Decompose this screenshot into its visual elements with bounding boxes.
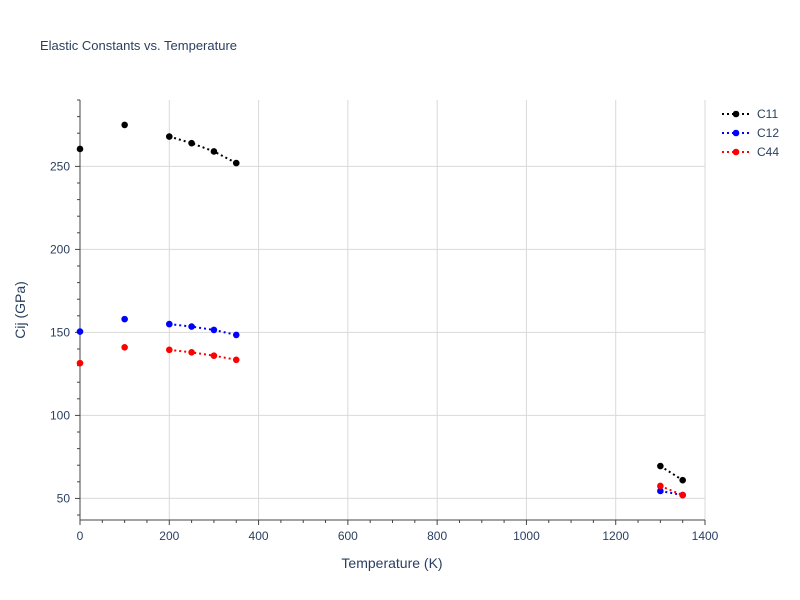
data-point-c11[interactable] [210, 148, 218, 155]
x-tick-label: 200 [159, 529, 179, 543]
data-point-c12[interactable] [188, 323, 195, 330]
series-line-c12 [660, 489, 683, 497]
y-tick-label: 100 [50, 408, 70, 422]
x-tick-label: 1400 [692, 529, 719, 543]
legend-label: C12 [757, 126, 779, 140]
legend-marker [732, 129, 740, 137]
series-c11 [76, 121, 686, 484]
x-tick-label: 800 [427, 529, 447, 543]
data-point-c44[interactable] [210, 352, 218, 359]
data-point-c11[interactable] [657, 462, 664, 470]
x-tick-label: 0 [77, 529, 84, 543]
legend-item-c44[interactable]: C44 [722, 145, 779, 159]
x-tick-label: 1200 [602, 529, 629, 543]
legend-label: C44 [757, 145, 779, 159]
gridlines [80, 100, 706, 520]
data-point-c12[interactable] [210, 326, 218, 334]
data-point-c12[interactable] [232, 331, 240, 339]
legend-marker [732, 110, 740, 118]
x-tick-label: 600 [338, 529, 358, 543]
y-tick-label: 150 [50, 325, 70, 339]
y-tick-label: 50 [57, 491, 71, 505]
y-tick-label: 200 [50, 242, 70, 256]
data-point-c12[interactable] [76, 328, 84, 335]
series-line-c11 [169, 135, 237, 164]
data-point-c44[interactable] [188, 349, 195, 356]
data-point-c12[interactable] [121, 315, 128, 323]
data-point-c11[interactable] [165, 133, 173, 140]
data-point-c44[interactable] [679, 491, 686, 499]
data-point-c44[interactable] [232, 356, 240, 364]
y-axis-title: Cij (GPa) [12, 281, 28, 339]
legend-item-c11[interactable]: C11 [722, 107, 778, 121]
data-point-c44[interactable] [76, 359, 84, 367]
series-c44 [76, 344, 686, 499]
data-point-c12[interactable] [165, 320, 173, 328]
legend-marker [732, 148, 740, 156]
x-tick-label: 400 [249, 529, 269, 543]
data-point-c11[interactable] [188, 139, 195, 147]
x-axis-title: Temperature (K) [341, 555, 442, 571]
data-point-c11[interactable] [76, 145, 84, 153]
series-line-c44 [659, 485, 684, 497]
data-point-c11[interactable] [121, 121, 128, 129]
series-line-c11 [659, 465, 684, 482]
data-point-c44[interactable] [121, 344, 128, 351]
series-c12 [76, 315, 686, 499]
legend: C11 C12 C44 [722, 107, 779, 159]
axes: 50 100 150 200 250 0 200 400 600 800 1000 1200 1400 [50, 99, 719, 543]
data-point-c12[interactable] [657, 487, 664, 495]
x-tick-label: 1000 [513, 529, 540, 543]
data-point-c44[interactable] [165, 346, 173, 354]
series-line-c44 [169, 348, 237, 361]
y-tick-label: 250 [50, 159, 70, 173]
chart-title: Elastic Constants vs. Temperature [40, 38, 237, 53]
legend-label: C11 [757, 107, 778, 121]
data-point-c11[interactable] [679, 476, 686, 484]
data-point-c11[interactable] [232, 159, 240, 167]
series-line-c12 [169, 323, 237, 336]
data-point-c44[interactable] [657, 482, 664, 490]
legend-item-c12[interactable]: C12 [722, 126, 779, 140]
plot-area [76, 121, 686, 499]
